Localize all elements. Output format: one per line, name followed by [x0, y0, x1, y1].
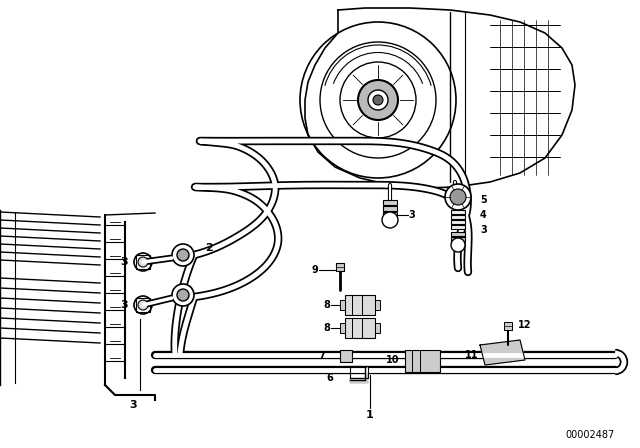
Polygon shape — [350, 366, 368, 383]
Bar — [340, 300, 345, 310]
Circle shape — [368, 90, 388, 110]
Circle shape — [382, 212, 398, 228]
Text: 8: 8 — [323, 300, 330, 310]
Text: 4: 4 — [480, 210, 487, 220]
Bar — [336, 263, 344, 271]
Text: 11: 11 — [465, 350, 478, 360]
Circle shape — [177, 289, 189, 301]
Bar — [383, 212, 397, 217]
Bar — [451, 210, 465, 214]
Circle shape — [138, 300, 148, 310]
Text: 8: 8 — [323, 323, 330, 333]
Bar — [345, 295, 375, 315]
Circle shape — [450, 189, 466, 205]
Polygon shape — [480, 340, 525, 365]
Bar — [451, 232, 465, 236]
Bar — [451, 225, 465, 229]
Circle shape — [177, 249, 189, 261]
Circle shape — [138, 257, 148, 267]
Text: 3: 3 — [120, 300, 128, 310]
Text: 2: 2 — [205, 243, 212, 253]
Bar — [345, 318, 375, 338]
Bar — [451, 215, 465, 219]
Text: 3: 3 — [120, 257, 128, 267]
Circle shape — [172, 244, 194, 266]
Bar — [451, 237, 465, 241]
Text: 7: 7 — [318, 351, 325, 361]
Text: 5: 5 — [480, 195, 487, 205]
Circle shape — [134, 296, 152, 314]
Bar — [375, 300, 380, 310]
Text: 6: 6 — [326, 373, 333, 383]
Bar — [340, 323, 345, 333]
Bar — [136, 255, 150, 269]
Text: 3: 3 — [129, 400, 137, 410]
Circle shape — [445, 184, 471, 210]
Text: 9: 9 — [311, 265, 318, 275]
Circle shape — [172, 284, 194, 306]
Bar — [451, 220, 465, 224]
Text: 3: 3 — [408, 210, 415, 220]
Bar — [383, 200, 397, 205]
Circle shape — [373, 95, 383, 105]
Text: 00002487: 00002487 — [566, 430, 615, 440]
Bar — [405, 350, 440, 372]
Bar — [375, 323, 380, 333]
Bar — [340, 350, 352, 362]
Bar — [504, 322, 512, 330]
Circle shape — [451, 238, 465, 252]
Circle shape — [134, 253, 152, 271]
Polygon shape — [305, 8, 575, 188]
Text: 12: 12 — [518, 320, 531, 330]
Text: 3: 3 — [480, 225, 487, 235]
Circle shape — [358, 80, 398, 120]
Text: 1: 1 — [366, 410, 374, 420]
Bar — [136, 298, 150, 312]
Bar — [383, 206, 397, 211]
Text: 10: 10 — [385, 355, 399, 365]
